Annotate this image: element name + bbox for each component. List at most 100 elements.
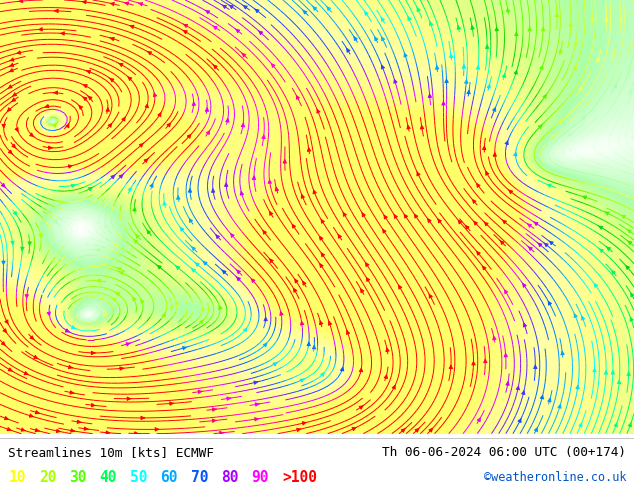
FancyArrowPatch shape (365, 12, 368, 15)
FancyArrowPatch shape (450, 54, 453, 58)
FancyArrowPatch shape (394, 215, 398, 219)
FancyArrowPatch shape (401, 428, 406, 432)
FancyArrowPatch shape (586, 101, 590, 105)
FancyArrowPatch shape (70, 391, 74, 394)
FancyArrowPatch shape (302, 422, 306, 425)
FancyArrowPatch shape (630, 318, 633, 321)
FancyArrowPatch shape (538, 243, 542, 247)
FancyArrowPatch shape (624, 133, 627, 137)
FancyArrowPatch shape (74, 223, 77, 227)
FancyArrowPatch shape (82, 97, 87, 100)
FancyArrowPatch shape (618, 380, 621, 384)
FancyArrowPatch shape (87, 96, 92, 100)
Text: Th 06-06-2024 06:00 UTC (00+174): Th 06-06-2024 06:00 UTC (00+174) (382, 446, 626, 459)
Text: 10: 10 (8, 470, 26, 485)
FancyArrowPatch shape (302, 10, 307, 14)
FancyArrowPatch shape (574, 42, 577, 46)
FancyArrowPatch shape (544, 243, 548, 246)
FancyArrowPatch shape (97, 220, 100, 224)
FancyArrowPatch shape (631, 135, 634, 138)
FancyArrowPatch shape (242, 123, 245, 127)
FancyArrowPatch shape (258, 30, 262, 35)
FancyArrowPatch shape (632, 11, 634, 15)
FancyArrowPatch shape (96, 248, 100, 252)
FancyArrowPatch shape (384, 375, 387, 379)
FancyArrowPatch shape (354, 37, 357, 41)
FancyArrowPatch shape (619, 18, 623, 21)
Text: 80: 80 (221, 470, 239, 485)
FancyArrowPatch shape (631, 44, 634, 47)
FancyArrowPatch shape (628, 241, 632, 245)
FancyArrowPatch shape (83, 85, 87, 88)
FancyArrowPatch shape (591, 127, 595, 131)
FancyArrowPatch shape (581, 116, 586, 120)
Text: 90: 90 (252, 470, 269, 485)
FancyArrowPatch shape (557, 160, 560, 164)
FancyArrowPatch shape (596, 57, 599, 61)
FancyArrowPatch shape (559, 49, 562, 53)
FancyArrowPatch shape (28, 242, 32, 245)
FancyArrowPatch shape (170, 402, 174, 405)
FancyArrowPatch shape (158, 113, 161, 117)
Text: 50: 50 (130, 470, 148, 485)
FancyArrowPatch shape (84, 243, 88, 246)
FancyArrowPatch shape (120, 367, 124, 370)
FancyArrowPatch shape (68, 366, 73, 368)
FancyArrowPatch shape (242, 53, 246, 57)
FancyArrowPatch shape (628, 423, 631, 427)
FancyArrowPatch shape (555, 13, 559, 17)
FancyArrowPatch shape (465, 225, 469, 229)
FancyArrowPatch shape (30, 336, 34, 340)
FancyArrowPatch shape (13, 212, 16, 215)
FancyArrowPatch shape (1, 183, 6, 188)
FancyArrowPatch shape (559, 119, 564, 123)
FancyArrowPatch shape (144, 158, 148, 162)
FancyArrowPatch shape (252, 176, 256, 179)
FancyArrowPatch shape (404, 53, 407, 57)
FancyArrowPatch shape (191, 268, 195, 272)
FancyArrowPatch shape (112, 297, 116, 301)
FancyArrowPatch shape (5, 320, 8, 324)
FancyArrowPatch shape (4, 416, 9, 419)
FancyArrowPatch shape (297, 96, 299, 99)
Text: 60: 60 (160, 470, 178, 485)
FancyArrowPatch shape (429, 22, 432, 25)
FancyArrowPatch shape (523, 284, 526, 287)
FancyArrowPatch shape (515, 32, 518, 36)
FancyArrowPatch shape (55, 9, 58, 13)
FancyArrowPatch shape (176, 266, 179, 270)
FancyArrowPatch shape (569, 23, 573, 26)
FancyArrowPatch shape (127, 397, 131, 400)
FancyArrowPatch shape (273, 362, 278, 366)
FancyArrowPatch shape (181, 227, 184, 231)
FancyArrowPatch shape (295, 279, 298, 283)
FancyArrowPatch shape (147, 230, 150, 234)
FancyArrowPatch shape (592, 145, 595, 148)
FancyArrowPatch shape (236, 276, 240, 281)
FancyArrowPatch shape (429, 428, 432, 432)
FancyArrowPatch shape (205, 10, 210, 14)
FancyArrowPatch shape (514, 71, 517, 74)
Text: >100: >100 (282, 470, 317, 485)
FancyArrowPatch shape (122, 117, 125, 121)
FancyArrowPatch shape (275, 187, 278, 191)
FancyArrowPatch shape (381, 18, 384, 22)
FancyArrowPatch shape (96, 279, 100, 282)
FancyArrowPatch shape (382, 65, 384, 69)
FancyArrowPatch shape (617, 136, 620, 140)
FancyArrowPatch shape (212, 419, 216, 422)
FancyArrowPatch shape (465, 80, 468, 83)
FancyArrowPatch shape (579, 87, 582, 91)
FancyArrowPatch shape (36, 411, 39, 414)
FancyArrowPatch shape (495, 27, 498, 31)
FancyArrowPatch shape (213, 65, 217, 69)
FancyArrowPatch shape (528, 27, 531, 31)
FancyArrowPatch shape (263, 230, 266, 234)
FancyArrowPatch shape (262, 135, 265, 139)
FancyArrowPatch shape (477, 418, 481, 422)
FancyArrowPatch shape (415, 214, 418, 218)
FancyArrowPatch shape (579, 423, 582, 427)
FancyArrowPatch shape (133, 297, 136, 301)
FancyArrowPatch shape (408, 17, 411, 21)
FancyArrowPatch shape (254, 381, 258, 384)
